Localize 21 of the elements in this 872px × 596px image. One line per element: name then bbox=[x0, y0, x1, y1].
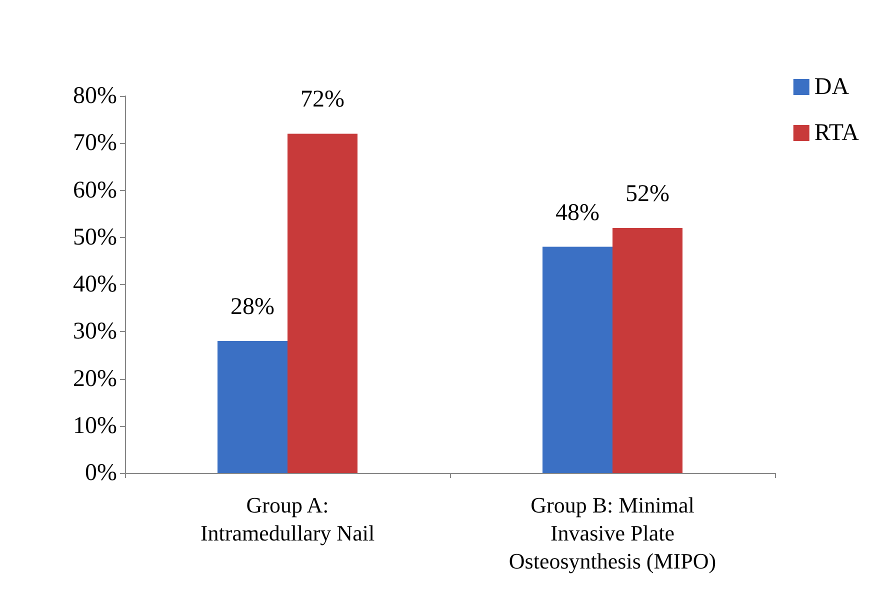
y-tick-label: 60% bbox=[73, 177, 117, 204]
y-tick-label: 80% bbox=[73, 83, 117, 109]
y-tick-label: 20% bbox=[73, 366, 117, 392]
y-tick-label: 50% bbox=[73, 224, 117, 250]
bar bbox=[612, 228, 682, 473]
x-tick-label: Group B: Minimal Invasive Plate Osteosynthesis (MIPO) bbox=[508, 492, 716, 574]
y-tick-label: 30% bbox=[73, 318, 117, 345]
data-label: 52% bbox=[626, 180, 670, 207]
y-tick-label: 10% bbox=[73, 412, 117, 439]
legend-label: DA bbox=[814, 74, 850, 100]
x-tick-label: Group A: Intramedullary Nail bbox=[200, 492, 375, 546]
y-tick-label: 70% bbox=[73, 130, 117, 156]
bar bbox=[288, 134, 358, 473]
y-tick-label: 40% bbox=[73, 272, 117, 298]
data-label: 48% bbox=[556, 200, 600, 226]
legend-label: RTA bbox=[814, 120, 860, 146]
bar bbox=[218, 341, 288, 473]
data-label: 28% bbox=[230, 294, 274, 320]
y-tick-label: 0% bbox=[85, 460, 117, 486]
bar bbox=[542, 246, 612, 473]
data-label: 72% bbox=[300, 86, 344, 113]
